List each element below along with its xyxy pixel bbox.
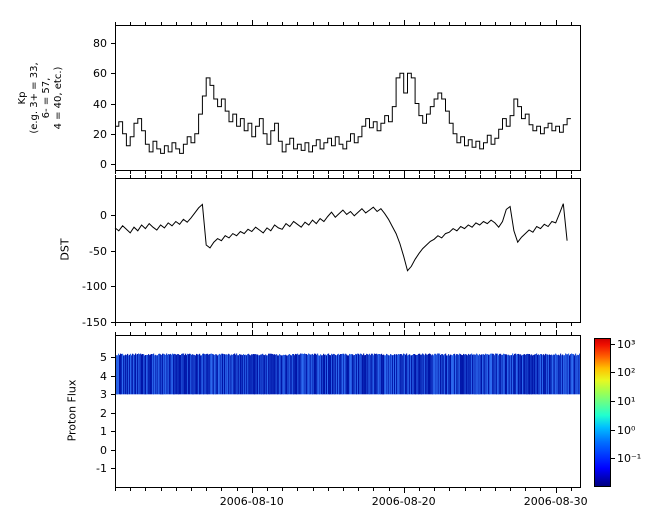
colorbar-tick-label: 10² [617,365,636,379]
proton_flux-y-tick-label: 2 [100,406,107,420]
dst-panel-border [115,178,581,323]
proton-flux-band [115,353,581,395]
dst-y-ticks [111,215,115,323]
colorbar-ticks [611,344,615,459]
dst-y-tick-label: 0 [100,208,107,222]
kp-y-tick-label: 0 [100,157,107,171]
proton_flux-y-ticks [111,357,115,469]
proton_flux-x-ticks [115,330,572,493]
kp-y-tick-label: 40 [93,97,107,111]
x-tick-label: 2006-08-20 [371,495,436,508]
proton_flux-panel-border [115,335,581,488]
kp-y-tick-label: 20 [93,127,107,141]
dst-x-ticks [115,173,572,328]
colorbar-tick-label: 10¹ [617,394,636,408]
colorbar-tick-label: 10⁻¹ [617,451,642,465]
kp-series-line [115,72,571,154]
kp-y-ticks [111,43,115,165]
proton_flux-y-tick-label: 3 [100,387,107,401]
kp-y-tick-label: 80 [93,36,107,50]
colorbar-tick-label: 10⁰ [617,423,636,437]
proton_flux-y-tick-label: 0 [100,443,107,457]
dst-series-line [114,203,568,272]
dst-y-tick-label: -150 [82,315,107,329]
kp-y-tick-label: 60 [93,66,107,80]
proton_flux-y-tick-label: -1 [96,461,107,475]
dst-y-tick-label: -50 [89,244,107,258]
colorbar [594,338,611,487]
proton_flux-y-tick-label: 1 [100,424,107,438]
kp-panel-border [115,25,581,171]
dst-y-tick-label: -100 [82,279,107,293]
colorbar-tick-label: 10³ [617,337,636,351]
x-tick-label: 2006-08-30 [523,495,588,508]
x-tick-label: 2006-08-10 [219,495,284,508]
proton_flux-y-tick-label: 4 [100,369,107,383]
kp-axis-title: Kp (e.g. 3+ = 33, 6- = 57, 4 = 40, etc.) [17,62,64,134]
proton_flux-y-tick-label: 5 [100,350,107,364]
